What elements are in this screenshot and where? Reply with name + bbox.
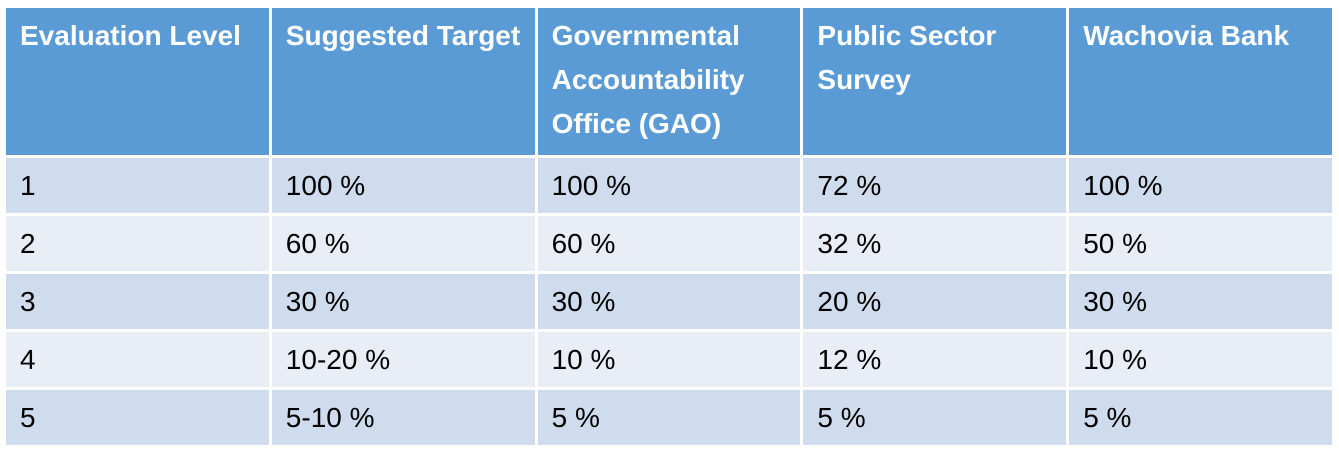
- table-cell: 1: [3, 155, 272, 216]
- table-cell: 32 %: [800, 213, 1070, 274]
- comparison-table: Evaluation Level Suggested Target Governme…: [3, 5, 1335, 448]
- table-cell: 30 %: [1066, 271, 1335, 332]
- table-cell: 72 %: [800, 155, 1070, 216]
- table-cell: 12 %: [800, 329, 1070, 390]
- table-header: Evaluation Level Suggested Target Governme…: [3, 5, 1335, 158]
- table-row: 4 10-20 % 10 % 12 % 10 %: [3, 329, 1335, 390]
- table-cell: 50 %: [1066, 213, 1335, 274]
- table-row: 2 60 % 60 % 32 % 50 %: [3, 213, 1335, 274]
- table-cell: 10 %: [534, 329, 804, 390]
- table-cell: 5-10 %: [268, 387, 538, 448]
- table-cell: 10-20 %: [268, 329, 538, 390]
- table-row: 5 5-10 % 5 % 5 % 5 %: [3, 387, 1335, 448]
- table-row: 1 100 % 100 % 72 % 100 %: [3, 155, 1335, 216]
- table-cell: 5: [3, 387, 272, 448]
- header-cell: Public Sector Survey: [800, 5, 1070, 158]
- header-cell: Governmental Accountability Office (GAO): [534, 5, 804, 158]
- table-cell: 10 %: [1066, 329, 1335, 390]
- table-cell: 30 %: [268, 271, 538, 332]
- table-cell: 2: [3, 213, 272, 274]
- table-cell: 30 %: [534, 271, 804, 332]
- table-cell: 20 %: [800, 271, 1070, 332]
- table-cell: 5 %: [800, 387, 1070, 448]
- header-cell: Suggested Target: [268, 5, 538, 158]
- table-cell: 3: [3, 271, 272, 332]
- header-cell: Wachovia Bank: [1066, 5, 1335, 158]
- table-cell: 60 %: [268, 213, 538, 274]
- table-body: 1 100 % 100 % 72 % 100 % 2 60 % 60 % 32 % 50 % 3 30…: [3, 155, 1335, 448]
- table-cell: 60 %: [534, 213, 804, 274]
- table-cell: 100 %: [1066, 155, 1335, 216]
- table-cell: 4: [3, 329, 272, 390]
- table-cell: 5 %: [1066, 387, 1335, 448]
- table-cell: 5 %: [534, 387, 804, 448]
- table-row: 3 30 % 30 % 20 % 30 %: [3, 271, 1335, 332]
- table-cell: 100 %: [268, 155, 538, 216]
- header-row: Evaluation Level Suggested Target Governme…: [3, 5, 1335, 158]
- table-cell: 100 %: [534, 155, 804, 216]
- header-cell: Evaluation Level: [3, 5, 272, 158]
